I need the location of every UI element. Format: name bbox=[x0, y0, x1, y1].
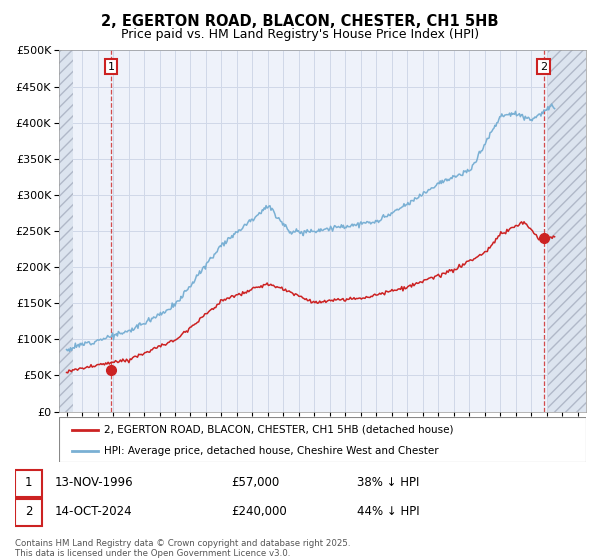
Text: 38% ↓ HPI: 38% ↓ HPI bbox=[357, 476, 419, 489]
Text: 2, EGERTON ROAD, BLACON, CHESTER, CH1 5HB (detached house): 2, EGERTON ROAD, BLACON, CHESTER, CH1 5H… bbox=[104, 424, 453, 435]
Bar bbox=[15, 499, 43, 526]
Text: 1: 1 bbox=[25, 476, 32, 489]
Text: 14-OCT-2024: 14-OCT-2024 bbox=[55, 505, 133, 518]
Text: 1: 1 bbox=[107, 62, 115, 72]
Text: 2, EGERTON ROAD, BLACON, CHESTER, CH1 5HB: 2, EGERTON ROAD, BLACON, CHESTER, CH1 5H… bbox=[101, 14, 499, 29]
Text: 2: 2 bbox=[25, 505, 32, 518]
Text: Contains HM Land Registry data © Crown copyright and database right 2025.
This d: Contains HM Land Registry data © Crown c… bbox=[15, 539, 350, 558]
Text: 44% ↓ HPI: 44% ↓ HPI bbox=[357, 505, 419, 518]
Bar bbox=[15, 470, 43, 497]
Text: £57,000: £57,000 bbox=[232, 476, 280, 489]
Text: £240,000: £240,000 bbox=[232, 505, 287, 518]
Bar bbox=[548, 50, 586, 412]
Text: HPI: Average price, detached house, Cheshire West and Chester: HPI: Average price, detached house, Ches… bbox=[104, 446, 438, 456]
Bar bbox=[59, 50, 73, 412]
Text: 2: 2 bbox=[540, 62, 547, 72]
Text: 13-NOV-1996: 13-NOV-1996 bbox=[55, 476, 134, 489]
Text: Price paid vs. HM Land Registry's House Price Index (HPI): Price paid vs. HM Land Registry's House … bbox=[121, 28, 479, 41]
